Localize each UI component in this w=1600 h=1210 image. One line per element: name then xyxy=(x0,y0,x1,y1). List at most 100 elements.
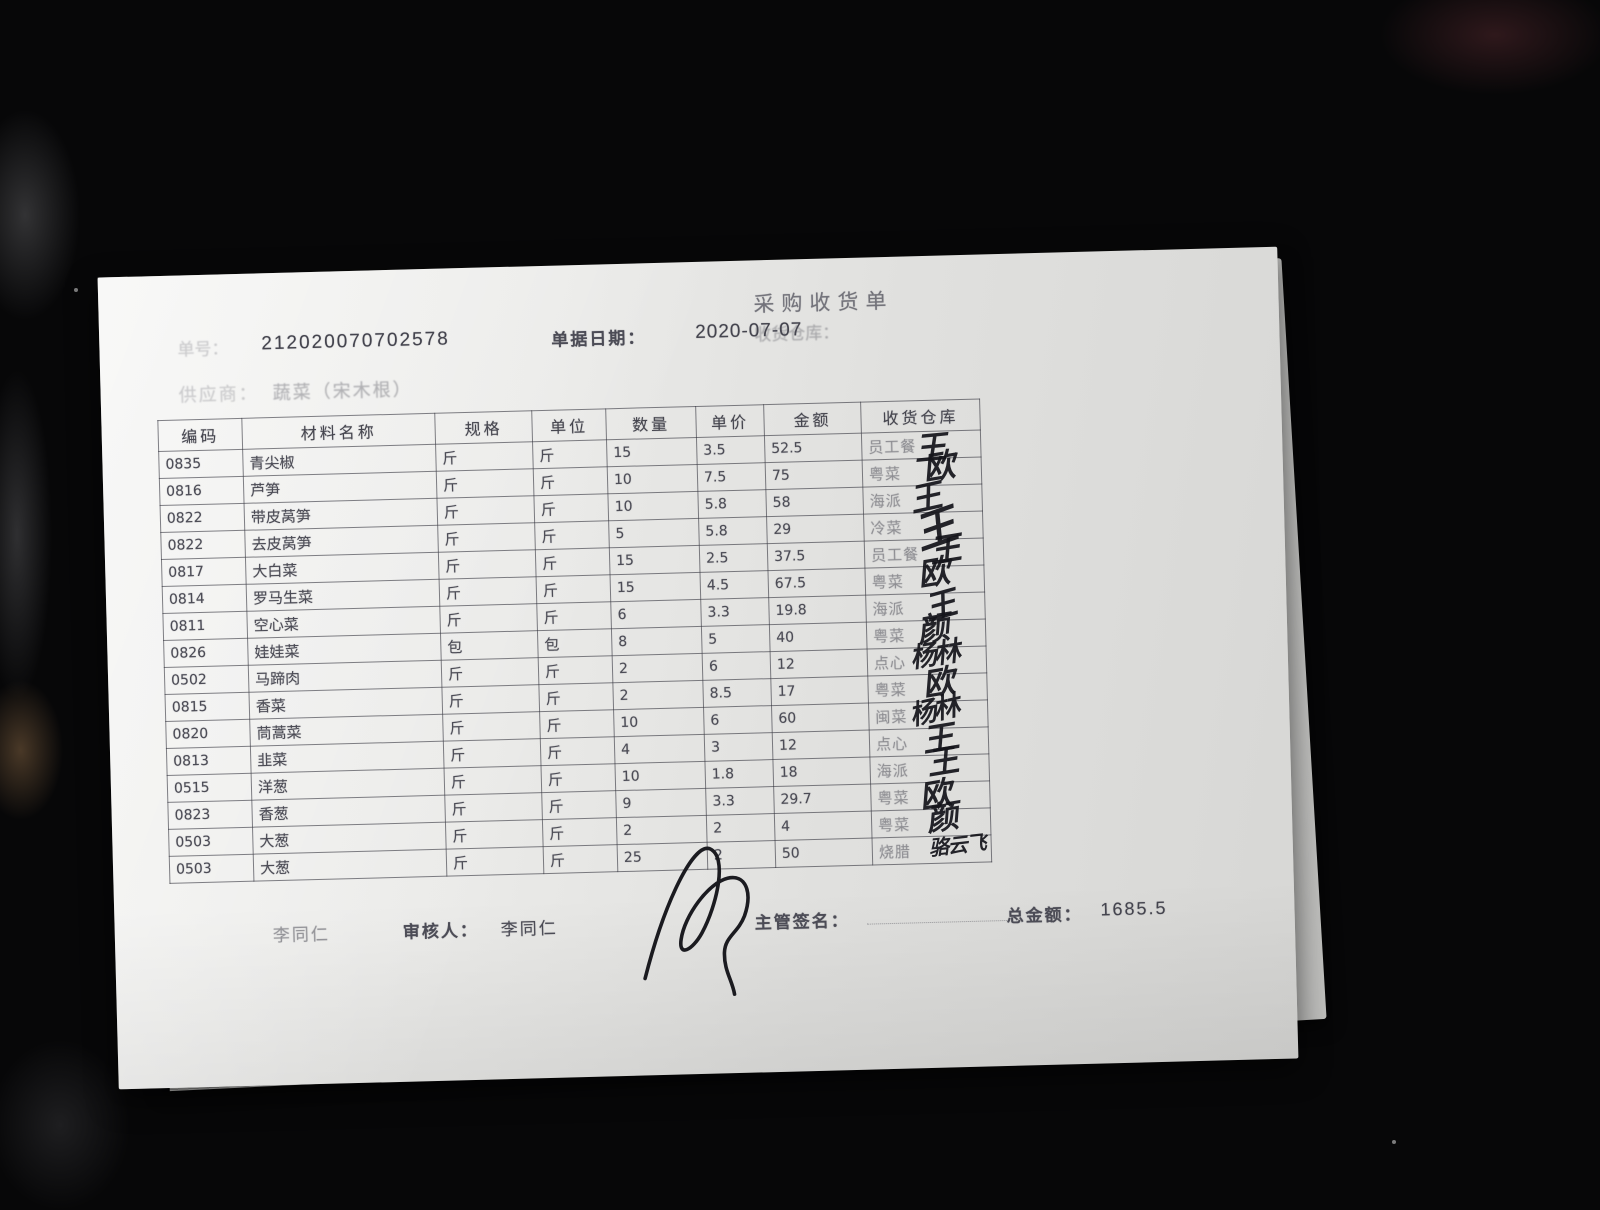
cell-amount: 67.5 xyxy=(767,568,866,598)
cell-price: 3 xyxy=(704,732,773,762)
cell-spec: 斤 xyxy=(438,549,537,580)
cell-amount: 52.5 xyxy=(764,433,863,463)
cell-qty: 2 xyxy=(612,680,704,710)
cell-warehouse: 员工餐王 xyxy=(864,529,984,570)
cell-spec: 斤 xyxy=(446,846,544,877)
col-header-qty: 数量 xyxy=(605,406,697,440)
total-label: 总金额： xyxy=(1006,905,1083,927)
cell-code: 0813 xyxy=(166,746,252,776)
cell-code: 0503 xyxy=(169,854,254,884)
cell-spec: 斤 xyxy=(442,711,541,742)
cell-spec: 斤 xyxy=(436,468,534,499)
date-label: 单据日期： xyxy=(551,328,647,350)
warehouse-label: 收货仓库： xyxy=(754,323,840,345)
warehouse-name: 粤菜 xyxy=(871,573,905,591)
cell-code: 0822 xyxy=(160,503,245,533)
cell-warehouse: 海派王 xyxy=(869,741,990,785)
cell-qty: 15 xyxy=(606,437,698,467)
cell-warehouse: 冷菜王 xyxy=(863,500,984,558)
cell-code: 0815 xyxy=(165,692,250,722)
col-header-warehouse: 收货仓库 xyxy=(860,399,981,434)
cell-warehouse: 员工餐王 xyxy=(861,428,982,467)
cell-price: 5 xyxy=(701,624,771,654)
background-reflection xyxy=(0,370,52,700)
cell-warehouse: 海派王 xyxy=(865,584,986,627)
cell-unit: 斤 xyxy=(539,709,615,739)
col-header-spec: 规格 xyxy=(434,410,533,445)
cell-qty: 10 xyxy=(607,464,698,494)
cell-unit: 斤 xyxy=(534,520,610,550)
cell-amount: 75 xyxy=(765,460,863,490)
cell-unit: 包 xyxy=(537,628,613,658)
dust-speck xyxy=(1392,1140,1396,1144)
cell-code: 0823 xyxy=(167,800,253,830)
warehouse-name: 点心 xyxy=(873,654,907,672)
cell-amount: 29.7 xyxy=(773,784,872,814)
cell-price: 5.8 xyxy=(698,516,768,546)
total-value: 1685.5 xyxy=(1100,897,1168,920)
cell-price: 3.5 xyxy=(696,435,766,465)
col-header-name: 材料名称 xyxy=(241,413,436,450)
cell-price: 7.5 xyxy=(697,462,766,492)
cell-spec: 斤 xyxy=(441,657,539,688)
cell-amount: 37.5 xyxy=(767,541,865,571)
warehouse-name: 粤菜 xyxy=(877,816,911,834)
cell-warehouse: 粤菜欧 xyxy=(864,552,985,596)
warehouse-name: 海派 xyxy=(876,762,909,780)
supplier-value: 蔬菜（宋木根） xyxy=(272,379,413,404)
cell-warehouse: 海派王 xyxy=(862,477,983,519)
cell-price: 3.3 xyxy=(700,597,770,627)
warehouse-name: 烧腊 xyxy=(878,842,912,861)
cell-unit: 斤 xyxy=(532,439,608,469)
cell-amount: 40 xyxy=(769,622,868,652)
warehouse-name: 冷菜 xyxy=(870,519,903,537)
preparer-name: 李同仁 xyxy=(272,924,331,946)
items-table: 编码 材料名称 规格 单位 数量 单价 金额 收货仓库 0835 青尖椒斤斤 15 3… xyxy=(157,399,992,884)
cell-amount: 18 xyxy=(772,757,871,787)
cell-warehouse: 粤菜颜 xyxy=(871,797,991,838)
warehouse-name: 点心 xyxy=(875,735,909,753)
cell-code: 0502 xyxy=(164,665,249,695)
handwritten-sign: 欧 xyxy=(916,774,955,816)
cell-spec: 斤 xyxy=(443,738,542,769)
cell-unit: 斤 xyxy=(536,574,611,604)
cell-qty: 15 xyxy=(609,545,700,575)
background-reflection xyxy=(1380,0,1600,95)
cell-code: 0515 xyxy=(167,773,252,803)
dust-speck xyxy=(74,288,78,292)
cell-qty: 10 xyxy=(613,707,705,737)
supervisor-signature xyxy=(643,846,750,996)
cell-warehouse: 粤菜颜 xyxy=(866,608,987,649)
cell-warehouse: 粤菜欧 xyxy=(862,446,982,488)
cell-unit: 斤 xyxy=(542,817,618,847)
warehouse-name: 粤菜 xyxy=(873,627,906,645)
cell-price: 6 xyxy=(702,651,771,681)
cell-spec: 斤 xyxy=(444,792,543,823)
cell-price: 4.5 xyxy=(699,570,769,600)
cell-warehouse: 闽菜 杨林 xyxy=(868,691,989,731)
cell-price: 2.5 xyxy=(699,543,768,573)
cell-qty: 10 xyxy=(614,761,706,791)
cell-unit: 斤 xyxy=(536,601,612,631)
supplier-label: 供应商： xyxy=(178,383,259,406)
cell-code: 0816 xyxy=(159,476,245,506)
cell-amount: 12 xyxy=(770,649,868,679)
background-reflection xyxy=(0,110,80,320)
cell-code: 0814 xyxy=(162,584,247,614)
col-header-amount: 金额 xyxy=(763,402,862,436)
cell-unit: 斤 xyxy=(533,493,609,523)
cell-spec: 斤 xyxy=(435,441,534,472)
cell-amount: 12 xyxy=(772,730,870,760)
warehouse-name: 闽菜 xyxy=(875,708,908,726)
cell-code: 0817 xyxy=(161,557,247,587)
handwritten-sign: 骆云飞 xyxy=(927,832,987,861)
cell-amount: 58 xyxy=(765,487,864,517)
cell-warehouse: 粤菜欧 xyxy=(867,662,988,703)
auditor-label: 审核人： xyxy=(402,920,480,942)
cell-code: 0822 xyxy=(160,530,246,560)
warehouse-name: 员工餐 xyxy=(868,437,917,456)
cell-price: 3.3 xyxy=(705,786,775,816)
col-header-unit: 单位 xyxy=(531,408,607,442)
signature-line xyxy=(866,919,1009,925)
cell-amount: 29 xyxy=(766,514,865,544)
